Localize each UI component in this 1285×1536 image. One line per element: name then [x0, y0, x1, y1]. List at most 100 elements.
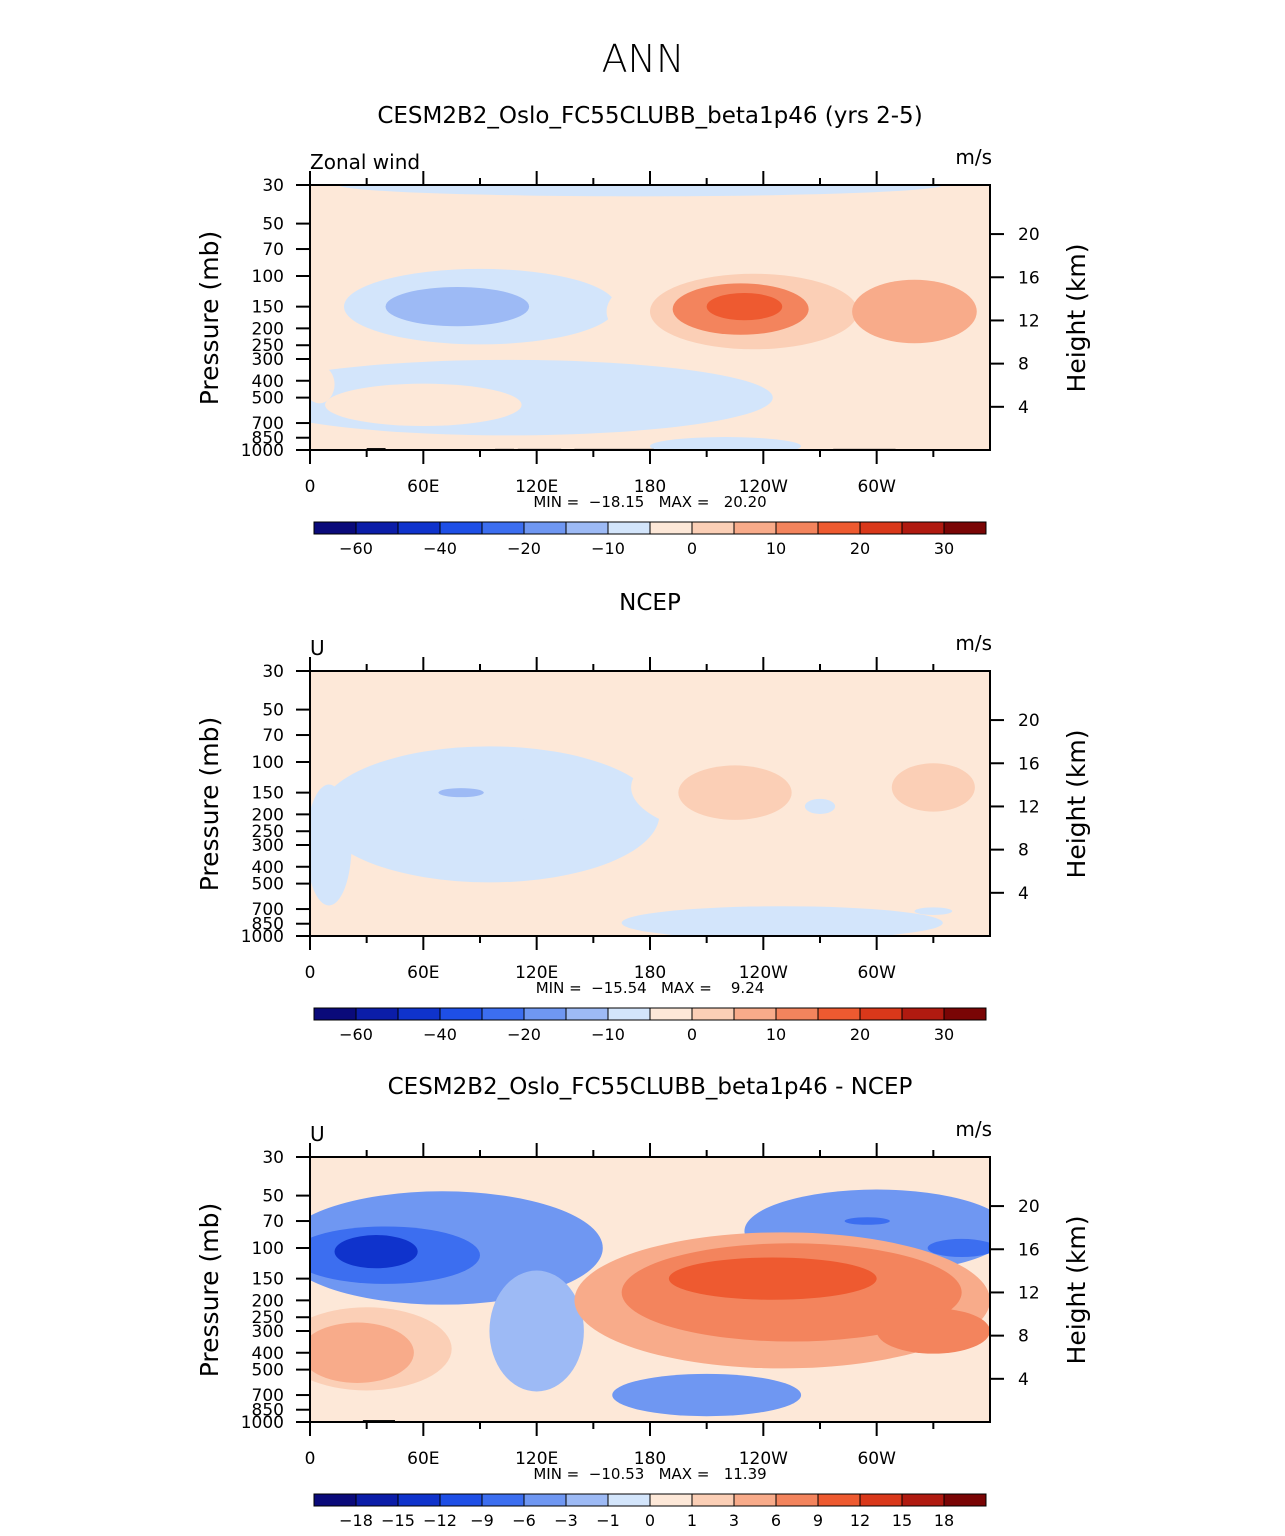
x-tick-label: 60E [407, 1449, 439, 1469]
x-tick-label: 120E [515, 1449, 558, 1469]
y-tick-label: 700 [252, 414, 284, 434]
contour-region [844, 1217, 890, 1225]
colorbar-label: 1 [687, 1511, 697, 1530]
contour-region [876, 1308, 990, 1354]
y-tick-label: 500 [252, 389, 284, 409]
panel-title: CESM2B2_Oslo_FC55CLUBB_beta1p46 - NCEP [388, 1074, 913, 1100]
y-tick-label: 1000 [241, 441, 284, 461]
contour-region [310, 1322, 414, 1383]
y-tick-label: 850 [252, 915, 284, 935]
y-tick-label: 250 [252, 336, 284, 356]
contour-region [310, 365, 335, 404]
panel-obs: NCEP U m/s 10008507005004003002502001501… [195, 590, 1091, 1044]
contour-plot: 1000850700500400300250200150100705030481… [241, 657, 1040, 983]
colorbar-box [943, 1007, 987, 1021]
colorbar-box [901, 1007, 945, 1021]
colorbar-label: −10 [591, 539, 625, 558]
colorbar-box [817, 1007, 861, 1021]
y-tick-label: 700 [252, 1386, 284, 1406]
colorbar-label: 0 [687, 539, 697, 558]
colorbar-box [607, 1007, 651, 1021]
colorbar-label: 15 [892, 1511, 912, 1530]
y-right-tick-label: 4 [1018, 398, 1029, 418]
contour-region [678, 765, 792, 820]
x-tick-label: 120W [739, 1449, 788, 1469]
y-tick-label: 1000 [241, 927, 284, 947]
contour-plot: 1000850700500400300250200150100705030481… [241, 1143, 1040, 1469]
field-label: U [310, 636, 325, 660]
y-tick-label: 400 [252, 372, 284, 392]
x-tick-label: 180 [634, 1449, 666, 1469]
y-right-tick-label: 12 [1018, 1283, 1040, 1303]
y-tick-label: 30 [262, 662, 284, 682]
y-right-tick-label: 16 [1018, 1240, 1040, 1260]
colorbar-label: 20 [850, 539, 870, 558]
y-tick-label: 300 [252, 836, 284, 856]
colorbar-box [859, 1007, 903, 1021]
x-tick-label: 120E [515, 477, 558, 497]
colorbar-label: 0 [645, 1511, 655, 1530]
y-right-tick-label: 20 [1018, 225, 1040, 245]
contour-fills [310, 733, 975, 936]
contour-region [650, 437, 802, 450]
y-tick-label: 150 [252, 784, 284, 804]
colorbar-box [439, 1493, 483, 1507]
contour-region [438, 788, 484, 798]
y-tick-label: 400 [252, 858, 284, 878]
y-tick-label: 850 [252, 429, 284, 449]
colorbar-box [439, 521, 483, 535]
colorbar-label: −15 [381, 1511, 415, 1530]
contour-region [621, 906, 943, 936]
colorbar-label: −1 [596, 1511, 620, 1530]
colorbar-box [565, 1007, 609, 1021]
y-right-tick-label: 16 [1018, 268, 1040, 288]
colorbar-label: 0 [687, 1025, 697, 1044]
colorbar-box [481, 1007, 525, 1021]
x-tick-label: 180 [634, 963, 666, 983]
colorbar-box [397, 1493, 441, 1507]
colorbar-label: 30 [934, 539, 954, 558]
y-tick-label: 70 [262, 726, 284, 746]
contour-region [398, 763, 581, 822]
colorbar-box [439, 1007, 483, 1021]
colorbar-box [397, 521, 441, 535]
figure-title: ANN [602, 37, 685, 81]
x-tick-label: 60W [857, 477, 896, 497]
colorbar-box [355, 1493, 399, 1507]
contour-region [914, 907, 953, 915]
y-tick-label: 150 [252, 298, 284, 318]
x-tick-label: 60W [857, 963, 896, 983]
y-tick-label: 400 [252, 1344, 284, 1364]
colorbar-box [565, 1493, 609, 1507]
colorbar-box [901, 1493, 945, 1507]
y-axis-right-label: Height (km) [1062, 1216, 1091, 1365]
colorbar-box [817, 521, 861, 535]
y-right-tick-label: 20 [1018, 1197, 1040, 1217]
y-right-tick-label: 12 [1018, 797, 1040, 817]
y-right-tick-label: 4 [1018, 884, 1029, 904]
colorbar-box [775, 1007, 819, 1021]
units-label: m/s [955, 145, 992, 169]
y-tick-label: 50 [262, 701, 284, 721]
contour-region [310, 784, 352, 906]
x-tick-label: 0 [305, 1449, 316, 1469]
y-axis-right-label: Height (km) [1062, 244, 1091, 393]
units-label: m/s [955, 1117, 992, 1141]
y-tick-label: 200 [252, 319, 284, 339]
contour-region [612, 1373, 802, 1417]
panel-model: CESM2B2_Oslo_FC55CLUBB_beta1p46 (yrs 2-5… [195, 103, 1091, 558]
colorbar-box [691, 521, 735, 535]
colorbar-box [313, 1493, 357, 1507]
min-max-stats: MIN = −10.53 MAX = 11.39 [533, 1465, 766, 1483]
y-tick-label: 70 [262, 240, 284, 260]
y-tick-label: 100 [252, 753, 284, 773]
y-axis-label: Pressure (mb) [195, 717, 224, 891]
y-tick-label: 100 [252, 1239, 284, 1259]
colorbar-box [313, 521, 357, 535]
y-axis-label: Pressure (mb) [195, 1203, 224, 1377]
y-tick-label: 850 [252, 1401, 284, 1421]
panel-diff: CESM2B2_Oslo_FC55CLUBB_beta1p46 - NCEP U… [195, 1074, 1091, 1530]
colorbar-box [901, 521, 945, 535]
y-tick-label: 500 [252, 1361, 284, 1381]
